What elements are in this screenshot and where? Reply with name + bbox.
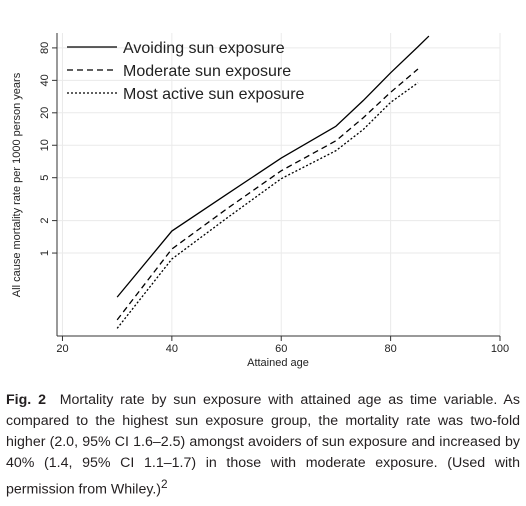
- legend-label: Most active sun exposure: [123, 86, 305, 103]
- y-axis-title: All cause mortality rate per 1000 person…: [11, 72, 23, 297]
- legend-label: Moderate sun exposure: [123, 63, 291, 80]
- x-tick-label: 80: [384, 343, 396, 355]
- x-axis-title: Attained age: [247, 357, 309, 369]
- x-tick-label: 60: [275, 343, 287, 355]
- data-line: [116, 82, 419, 329]
- caption-label: Fig. 2: [6, 392, 46, 408]
- y-tick-label: 1: [39, 250, 51, 256]
- data-line: [116, 35, 430, 298]
- caption-superscript: 2: [161, 477, 168, 491]
- y-tick-label: 10: [39, 139, 51, 151]
- y-tick-label: 40: [39, 74, 51, 86]
- y-tick-label: 20: [39, 107, 51, 119]
- chart: Attained age All cause mortality rate pe…: [11, 33, 509, 369]
- data-line: [116, 68, 419, 321]
- y-tick-label: 2: [39, 218, 51, 224]
- legend-label: Avoiding sun exposure: [123, 40, 285, 57]
- y-tick-label: 5: [39, 175, 51, 181]
- x-tick-label: 100: [491, 343, 509, 355]
- caption-text: Mortality rate by sun exposure with atta…: [6, 392, 520, 498]
- y-tick-label: 80: [39, 42, 51, 54]
- x-tick-label: 40: [166, 343, 178, 355]
- x-tick-label: 20: [56, 343, 68, 355]
- caption: Fig. 2 Mortality rate by sun exposure wi…: [6, 390, 520, 501]
